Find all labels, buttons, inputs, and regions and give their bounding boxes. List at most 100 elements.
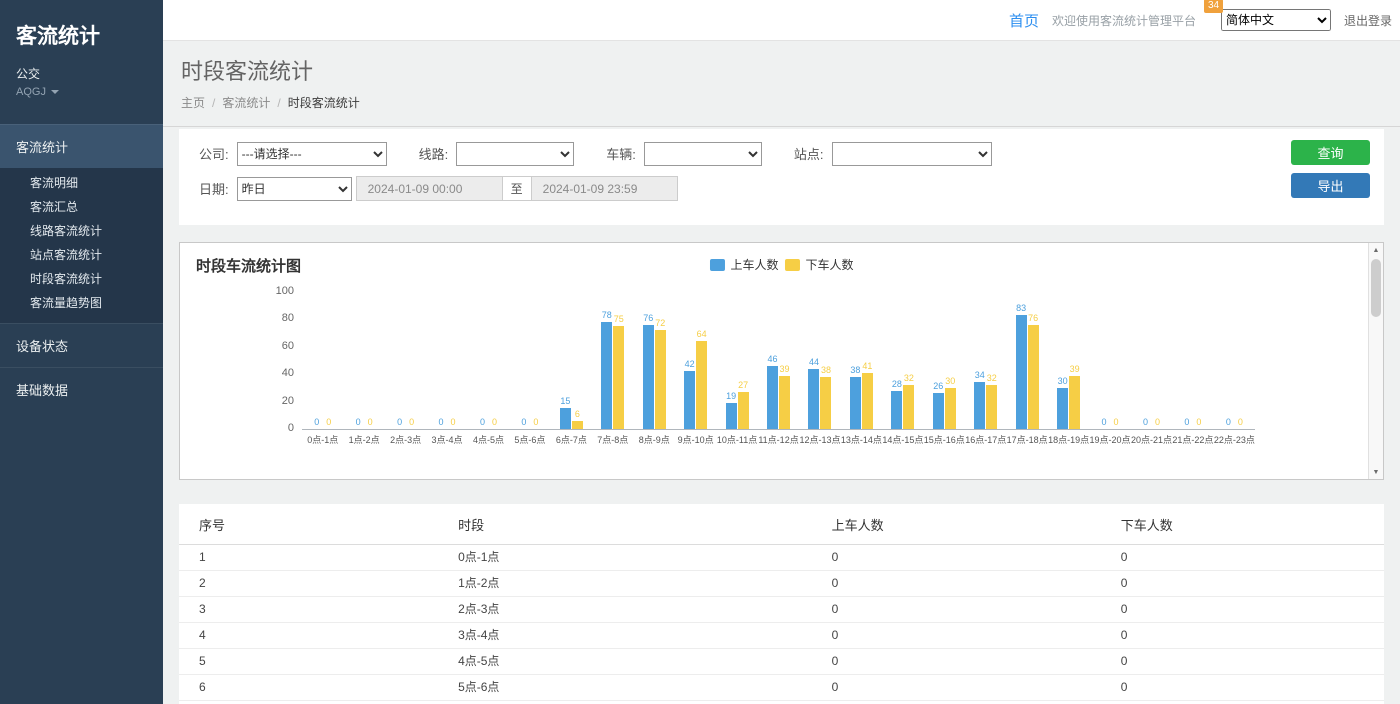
bar-unit: 75 [613,314,624,429]
export-button[interactable]: 导出 [1291,173,1370,198]
menu-children: 客流明细客流汇总线路客流统计站点客流统计时段客流统计客流量趋势图 [0,168,163,323]
bar[interactable] [1069,376,1080,429]
language-select-wrap: 34 简体中文 [1221,9,1331,31]
bar[interactable] [643,325,654,429]
table-cell: 6 [179,675,438,701]
column-header: 下车人数 [1101,504,1384,545]
language-select[interactable]: 简体中文 [1221,9,1331,31]
x-axis-label: 4点-5点 [468,433,509,446]
bar[interactable] [684,371,695,429]
bar[interactable] [820,377,831,429]
bar-unit: 0 [1193,417,1204,429]
x-axis-label: 10点-11点 [716,433,757,446]
bar[interactable] [601,322,612,429]
scrollbar-thumb[interactable] [1371,259,1381,317]
table-cell: 2点-3点 [438,597,812,623]
x-axis-label: 3点-4点 [426,433,467,446]
bar[interactable] [933,393,944,429]
table-cell: 6 [1101,701,1384,704]
bar-unit: 0 [1181,417,1192,429]
bar[interactable] [696,341,707,429]
bar[interactable] [738,392,749,429]
scroll-down-icon[interactable]: ▼ [1369,465,1383,479]
bar-group: 2630 [924,376,965,429]
table-row[interactable]: 10点-1点00 [179,545,1384,571]
bar-group: 00 [509,417,550,429]
scroll-up-icon[interactable]: ▲ [1369,243,1383,257]
bar-value-label: 42 [685,359,695,369]
date-end-input[interactable] [531,176,678,201]
notification-badge[interactable]: 34 [1204,0,1223,13]
legend-label-boarding[interactable]: 上车人数 [730,256,778,273]
date-preset-select[interactable]: 昨日 [237,177,352,201]
bar[interactable] [560,408,571,429]
stats-table: 序号时段上车人数下车人数 10点-1点0021点-2点0032点-3点0043点… [179,504,1384,704]
table-row[interactable]: 65点-6点00 [179,675,1384,701]
bar[interactable] [986,385,997,429]
date-start-input[interactable] [356,176,503,201]
company-select[interactable]: ---请选择--- [237,142,387,166]
bar[interactable] [891,391,902,429]
bar[interactable] [903,385,914,429]
x-axis-label: 2点-3点 [385,433,426,446]
bar[interactable] [974,382,985,429]
sidebar-item-passenger-stats[interactable]: 客流统计 [0,124,163,168]
home-link[interactable]: 首页 [1009,10,1039,31]
table-row[interactable]: 43点-4点00 [179,623,1384,649]
sidebar-subitem[interactable]: 线路客流统计 [0,219,163,243]
bar-unit: 19 [726,391,737,429]
bar[interactable] [572,421,583,429]
table-cell: 0 [1101,545,1384,571]
bar-unit: 28 [891,379,902,429]
bar[interactable] [808,369,819,429]
station-select[interactable] [832,142,992,166]
x-axis-label: 16点-17点 [965,433,1006,446]
org-selector[interactable]: AQGJ [0,86,163,124]
page-title: 时段客流统计 [181,59,1382,85]
legend-label-alighting[interactable]: 下车人数 [806,256,854,273]
chart-scrollbar[interactable]: ▲ ▼ [1368,243,1383,479]
bar[interactable] [945,388,956,429]
sidebar-item-device-status[interactable]: 设备状态 [0,323,163,367]
sidebar-item-base-data[interactable]: 基础数据 [0,367,163,411]
table-row[interactable]: 32点-3点00 [179,597,1384,623]
vehicle-select[interactable] [644,142,762,166]
bar[interactable] [726,403,737,429]
bar-value-label: 0 [1143,417,1148,427]
bar[interactable] [1028,325,1039,429]
sidebar-subitem[interactable]: 客流明细 [0,171,163,195]
table-row[interactable]: 76点-7点156 [179,701,1384,704]
bar[interactable] [1057,388,1068,429]
table-row[interactable]: 54点-5点00 [179,649,1384,675]
bar[interactable] [767,366,778,429]
table-row[interactable]: 21点-2点00 [179,571,1384,597]
bar[interactable] [613,326,624,429]
bar-group: 3432 [965,370,1006,429]
date-range-separator: 至 [503,176,531,201]
breadcrumb-link[interactable]: 主页 [181,96,205,110]
table-cell: 5点-6点 [438,675,812,701]
bar[interactable] [779,376,790,429]
bar[interactable] [862,373,873,429]
sidebar: 客流统计 公交 AQGJ 客流统计 客流明细客流汇总线路客流统计站点客流统计时段… [0,0,163,704]
bar[interactable] [1016,315,1027,429]
x-axis-label: 18点-19点 [1048,433,1089,446]
bar-group: 00 [1172,417,1213,429]
bar-unit: 76 [1028,313,1039,429]
sidebar-subitem[interactable]: 客流量趋势图 [0,291,163,315]
breadcrumb-link[interactable]: 客流统计 [222,96,270,110]
query-button[interactable]: 查询 [1291,140,1370,165]
line-select[interactable] [456,142,574,166]
bar-value-label: 0 [1184,417,1189,427]
sidebar-subitem[interactable]: 站点客流统计 [0,243,163,267]
bar[interactable] [655,330,666,429]
bar-unit: 26 [933,381,944,429]
bar-group: 8376 [1006,303,1047,429]
bar-unit: 0 [1111,417,1122,429]
bar-group: 7672 [634,313,675,429]
bar-group: 00 [385,417,426,429]
sidebar-subitem[interactable]: 时段客流统计 [0,267,163,291]
logout-link[interactable]: 退出登录 [1344,12,1392,29]
bar[interactable] [850,377,861,429]
sidebar-subitem[interactable]: 客流汇总 [0,195,163,219]
